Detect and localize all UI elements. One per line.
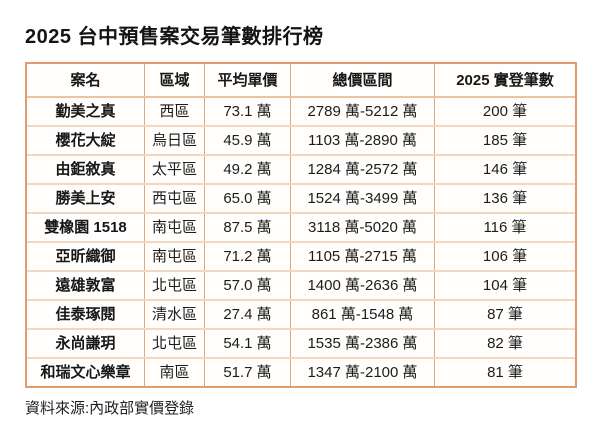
cell-deal-count: 104 筆 <box>482 277 528 294</box>
table-row: 永尚謙玥 北屯區 54.1 萬 1535 萬-2386 萬 82 筆 <box>27 328 575 357</box>
cell-district: 南區 <box>145 359 205 386</box>
cell-total-price-range: 861 萬-1548 萬 <box>291 301 435 328</box>
cell-total-price-range: 1524 萬-3499 萬 <box>291 185 435 212</box>
cell-project-name: 勝美上安 <box>27 185 145 212</box>
cell-district: 北屯區 <box>145 272 205 299</box>
cell-deal-count: 82 筆 <box>487 335 523 352</box>
cell-district: 太平區 <box>145 156 205 183</box>
cell-avg-unit-price: 51.7 萬 <box>205 359 291 386</box>
cell-deal-count: 81 筆 <box>487 364 523 381</box>
cell-project-name: 遠雄敦富 <box>27 272 145 299</box>
cell-avg-unit-price: 65.0 萬 <box>205 185 291 212</box>
cell-total-price-range: 2789 萬-5212 萬 <box>291 98 435 125</box>
cell-avg-unit-price: 54.1 萬 <box>205 330 291 357</box>
cell-avg-unit-price: 57.0 萬 <box>205 272 291 299</box>
cell-total-price-range: 1103 萬-2890 萬 <box>291 127 435 154</box>
cell-deal-count: 87 筆 <box>487 306 523 323</box>
cell-district: 南屯區 <box>145 214 205 241</box>
cell-district: 北屯區 <box>145 330 205 357</box>
table-row: 佳泰琢閱 清水區 27.4 萬 861 萬-1548 萬 87 筆 <box>27 299 575 328</box>
table-row: 勝美上安 西屯區 65.0 萬 1524 萬-3499 萬 136 筆 <box>27 183 575 212</box>
table-row: 遠雄敦富 北屯區 57.0 萬 1400 萬-2636 萬 104 筆 <box>27 270 575 299</box>
cell-project-name: 佳泰琢閱 <box>27 301 145 328</box>
cell-district: 清水區 <box>145 301 205 328</box>
table-row: 雙橡園 1518 南屯區 87.5 萬 3118 萬-5020 萬 116 筆 <box>27 212 575 241</box>
cell-project-name: 櫻花大綻 <box>27 127 145 154</box>
cell-project-name: 由鉅敘真 <box>27 156 145 183</box>
table-header-row: 案名 區域 平均單價 總價區間 2025 實登筆數 <box>27 64 575 96</box>
cell-deal-count: 185 筆 <box>482 132 528 149</box>
column-header-district: 區域 <box>145 64 205 96</box>
cell-avg-unit-price: 71.2 萬 <box>205 243 291 270</box>
cell-avg-unit-price: 49.2 萬 <box>205 156 291 183</box>
cell-district: 烏日區 <box>145 127 205 154</box>
cell-total-price-range: 1284 萬-2572 萬 <box>291 156 435 183</box>
cell-total-price-range: 3118 萬-5020 萬 <box>291 214 435 241</box>
cell-total-price-range: 1535 萬-2386 萬 <box>291 330 435 357</box>
cell-total-price-range: 1400 萬-2636 萬 <box>291 272 435 299</box>
cell-avg-unit-price: 45.9 萬 <box>205 127 291 154</box>
cell-total-price-range: 1347 萬-2100 萬 <box>291 359 435 386</box>
cell-project-name: 勤美之真 <box>27 98 145 125</box>
table-row: 勤美之真 西區 73.1 萬 2789 萬-5212 萬 200 筆 <box>27 96 575 125</box>
column-header-avg-unit-price: 平均單價 <box>205 64 291 96</box>
cell-district: 西屯區 <box>145 185 205 212</box>
source-note: 資料來源:內政部實價登錄 <box>25 400 195 417</box>
cell-deal-count: 116 筆 <box>483 219 527 236</box>
table-row: 由鉅敘真 太平區 49.2 萬 1284 萬-2572 萬 146 筆 <box>27 154 575 183</box>
column-header-project-name: 案名 <box>27 64 145 96</box>
cell-avg-unit-price: 27.4 萬 <box>205 301 291 328</box>
cell-deal-count: 200 筆 <box>482 103 528 120</box>
cell-project-name: 雙橡園 1518 <box>27 214 145 241</box>
column-header-total-price-range: 總價區間 <box>291 64 435 96</box>
table-row: 和瑞文心樂章 南區 51.7 萬 1347 萬-2100 萬 81 筆 <box>27 357 575 386</box>
cell-project-name: 亞昕織御 <box>27 243 145 270</box>
cell-project-name: 永尚謙玥 <box>27 330 145 357</box>
cell-total-price-range: 1105 萬-2715 萬 <box>291 243 435 270</box>
ranking-table: 案名 區域 平均單價 總價區間 2025 實登筆數 勤美之真 西區 73.1 萬… <box>25 62 577 388</box>
cell-district: 南屯區 <box>145 243 205 270</box>
column-header-2025-deal-count: 2025 實登筆數 <box>456 71 554 89</box>
table-row: 亞昕織御 南屯區 71.2 萬 1105 萬-2715 萬 106 筆 <box>27 241 575 270</box>
cell-deal-count: 136 筆 <box>482 190 528 207</box>
cell-avg-unit-price: 73.1 萬 <box>205 98 291 125</box>
cell-deal-count: 106 筆 <box>482 248 528 265</box>
cell-avg-unit-price: 87.5 萬 <box>205 214 291 241</box>
cell-project-name: 和瑞文心樂章 <box>27 359 145 386</box>
table-row: 櫻花大綻 烏日區 45.9 萬 1103 萬-2890 萬 185 筆 <box>27 125 575 154</box>
cell-deal-count: 146 筆 <box>482 161 528 178</box>
page-title: 2025 台中預售案交易筆數排行榜 <box>25 26 324 48</box>
cell-district: 西區 <box>145 98 205 125</box>
